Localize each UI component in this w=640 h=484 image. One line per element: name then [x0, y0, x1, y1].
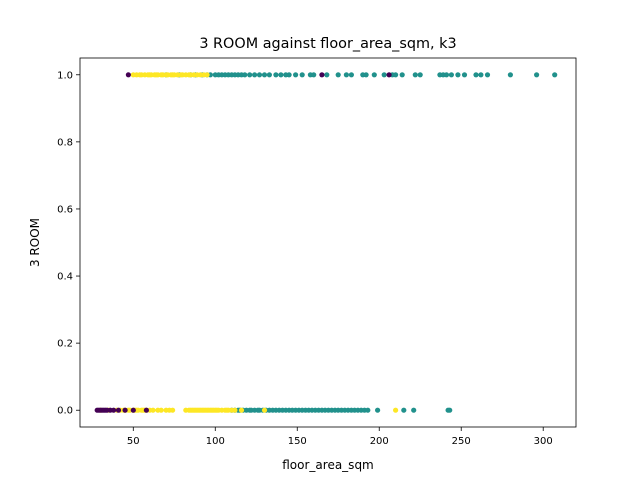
axes-layer: 50 100 150 200 250 300 0.0 0.2 0.4 0.6 0.8 1.0	[57, 70, 553, 447]
points-layer	[94, 72, 558, 413]
data-point	[484, 72, 491, 78]
y-tick-label: 0.0	[57, 406, 73, 417]
data-point	[448, 72, 454, 78]
data-point	[150, 407, 156, 413]
data-point	[335, 72, 341, 78]
data-point	[311, 72, 317, 78]
x-tick-label: 150	[288, 436, 307, 447]
data-point	[247, 72, 253, 78]
data-point	[417, 72, 423, 78]
chart-title: 3 ROOM against floor_area_sqm, k3	[199, 36, 456, 52]
data-point	[411, 407, 417, 413]
data-point	[261, 72, 268, 78]
data-point	[412, 72, 418, 78]
data-point	[158, 407, 164, 413]
data-point	[111, 407, 117, 413]
data-point	[170, 407, 176, 413]
data-point	[443, 72, 450, 78]
data-point	[143, 407, 149, 413]
plot-frame	[79, 57, 577, 428]
data-point	[399, 72, 405, 78]
x-tick-label: 250	[452, 436, 471, 447]
data-point	[319, 72, 325, 78]
data-point	[252, 72, 258, 78]
y-tick-label: 0.2	[57, 339, 73, 350]
data-point	[371, 72, 377, 78]
data-point	[278, 72, 284, 78]
x-tick-label: 200	[370, 436, 389, 447]
y-tick-label: 0.4	[57, 272, 73, 283]
data-point	[125, 72, 131, 78]
data-point	[365, 407, 371, 413]
data-point	[401, 407, 407, 413]
y-tick-label: 1.0	[57, 70, 73, 81]
y-tick-label: 0.8	[57, 137, 73, 148]
data-point	[447, 407, 453, 413]
data-point	[115, 407, 122, 413]
data-point	[507, 72, 513, 78]
data-point	[478, 72, 484, 78]
data-point	[232, 407, 238, 413]
data-point	[293, 72, 299, 78]
data-point	[386, 72, 392, 78]
data-point	[238, 407, 245, 413]
data-point	[130, 407, 136, 413]
data-point	[286, 72, 292, 78]
data-point	[461, 72, 468, 78]
data-point	[273, 72, 279, 78]
x-tick-label: 50	[127, 436, 140, 447]
data-point	[324, 72, 330, 78]
data-point	[393, 407, 399, 413]
data-point	[122, 407, 128, 413]
data-point	[348, 72, 354, 78]
y-tick-label: 0.6	[57, 204, 73, 215]
data-point	[343, 72, 349, 78]
x-tick-label: 300	[534, 436, 553, 447]
data-point	[455, 72, 461, 78]
data-point	[381, 72, 387, 78]
data-point	[473, 72, 479, 78]
data-point	[242, 72, 248, 78]
data-point	[299, 72, 305, 78]
x-axis-label: floor_area_sqm	[282, 458, 374, 472]
data-point	[375, 407, 381, 413]
data-point	[363, 72, 369, 78]
x-tick-label: 100	[206, 436, 225, 447]
data-point	[534, 72, 540, 78]
data-point	[552, 72, 558, 78]
data-point	[266, 72, 272, 78]
data-point	[261, 407, 268, 413]
data-point	[393, 72, 399, 78]
data-point	[204, 72, 210, 78]
data-point	[256, 72, 263, 78]
y-axis-label: 3 ROOM	[28, 218, 42, 267]
